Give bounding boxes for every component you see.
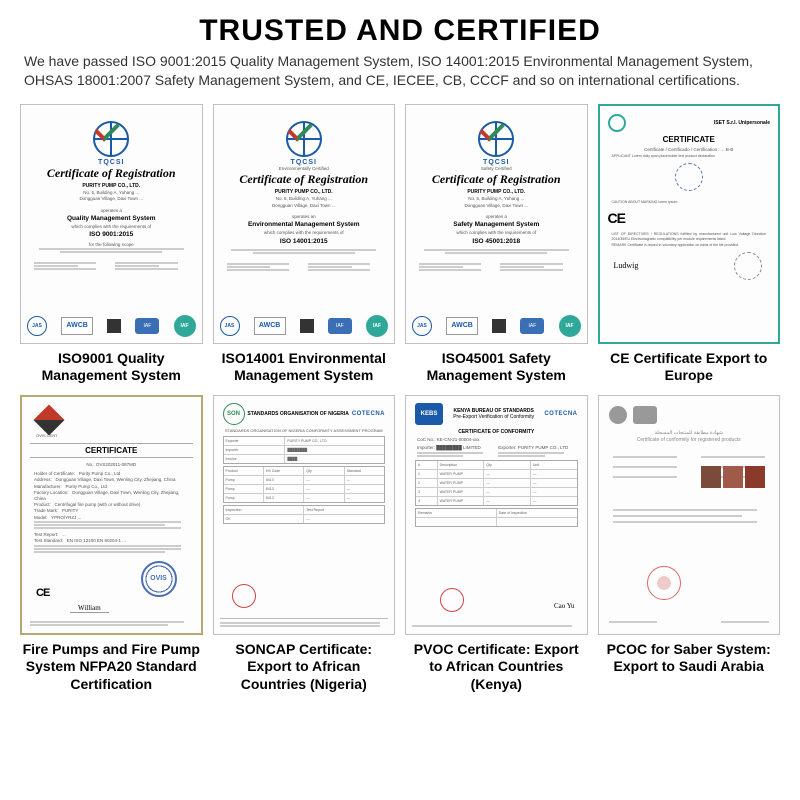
signature: Ludwig [614, 261, 639, 270]
logo-icon [609, 406, 627, 424]
cert-label: ISO45001 Safety Management System [405, 350, 588, 385]
cert-image[interactable]: TQCSI Environmentally Certified Certific… [213, 104, 396, 344]
cert-system: Environmental Management System [219, 221, 390, 229]
iaf-icon: IAF [135, 318, 159, 334]
signature: William [70, 604, 109, 613]
cert-image[interactable]: TQCSI Certificate of Registration PURITY… [20, 104, 203, 344]
cert-iso: ISO 14001:2015 [219, 238, 390, 246]
cotecna-logo: COTECNA [544, 411, 577, 417]
cert-table: RemarksDate of Inspection [415, 508, 578, 527]
cert-heading: CERTIFICATE [30, 443, 193, 458]
jasanz-icon: JAS [27, 316, 47, 336]
jasanz-icon: JAS [220, 316, 240, 336]
red-stamp-icon [232, 584, 256, 608]
iafmla-icon: IAF [366, 315, 388, 337]
product-thumbs [701, 466, 765, 488]
kebs-logo-icon: KEBS [415, 403, 443, 425]
cert-system: Safety Management System [411, 221, 582, 229]
cert-org: KENYA BUREAU OF STANDARDS Pre-Export Ver… [443, 408, 544, 420]
cert-label: PVOC Certificate: Export to African Coun… [405, 641, 588, 694]
ce-mark-icon: CE [36, 587, 49, 599]
cert-label: SONCAP Certificate: Export to African Co… [213, 641, 396, 694]
tqcsi-logo-icon: TQCSI [86, 114, 136, 164]
cert-title: Certificate of Registration [219, 172, 390, 187]
seal-icon [734, 252, 762, 280]
stamp-icon [675, 163, 703, 191]
tqcsi-logo-icon: TQCSI [279, 114, 329, 164]
iset-icon [608, 114, 626, 132]
cotecna-logo: COTECNA [352, 411, 385, 417]
cert-title: Certificate of Registration [411, 172, 582, 187]
cert-image[interactable]: SON STANDARDS ORGANISATION OF NIGERIA CO… [213, 395, 396, 635]
cert-company: PURITY PUMP CO., LTD. [219, 189, 390, 195]
cert-company: PURITY PUMP CO., LTD. [26, 183, 197, 189]
iafmla-icon: IAF [559, 315, 581, 337]
logo-icon [633, 406, 657, 424]
red-stamp-icon [440, 588, 464, 612]
ovis-logo-icon [33, 404, 64, 435]
cert-card-soncap: SON STANDARDS ORGANISATION OF NIGERIA CO… [213, 395, 396, 694]
cert-issuer: ISET S.r.l. Unipersonale [714, 120, 770, 126]
section-heading: TRUSTED AND CERTIFIED [20, 14, 780, 48]
cert-company: PURITY PUMP CO., LTD. [411, 189, 582, 195]
cert-label: Fire Pumps and Fire Pump System NFPA20 S… [20, 641, 203, 694]
cert-card-iso45001: TQCSI Safety Certified Certificate of Re… [405, 104, 588, 385]
iafmla-icon: IAF [174, 315, 196, 337]
cert-image[interactable]: TQCSI Safety Certified Certificate of Re… [405, 104, 588, 344]
cert-image[interactable]: OVIS CERT CERTIFICATE No.: OVS202011-087… [20, 395, 203, 635]
cert-card-pcoc: شهادة مطابقة للمنتجات المسجلة Certificat… [598, 395, 781, 694]
awcb-icon: AWCB [254, 317, 286, 335]
cert-card-iso14001: TQCSI Environmentally Certified Certific… [213, 104, 396, 385]
cert-label: ISO14001 Environmental Management System [213, 350, 396, 385]
cert-image[interactable]: ISET S.r.l. Unipersonale CERTIFICATE Cer… [598, 104, 781, 344]
cert-org: STANDARDS ORGANISATION OF NIGERIA [245, 411, 352, 417]
tqcsi-logo-icon: TQCSI [471, 114, 521, 164]
cert-heading: CERTIFICATE [608, 135, 771, 144]
cert-table: ProductHS CodeQtyStandard Pump8413—— Pum… [223, 466, 386, 503]
cert-card-nfpa20: OVIS CERT CERTIFICATE No.: OVS202011-087… [20, 395, 203, 694]
awcb-icon: AWCB [61, 317, 93, 335]
cert-table: #DescriptionQtyUnit 1WATER PUMP—— 2WATER… [415, 460, 578, 506]
ovis-stamp-icon: OVIS [141, 561, 177, 597]
red-stamp-icon [647, 566, 681, 600]
cert-label: CE Certificate Export to Europe [598, 350, 781, 385]
certificate-grid: TQCSI Certificate of Registration PURITY… [20, 104, 780, 694]
cert-iso: ISO 9001:2015 [26, 231, 197, 239]
iaf-icon: IAF [328, 318, 352, 334]
cert-image[interactable]: شهادة مطابقة للمنتجات المسجلة Certificat… [598, 395, 781, 635]
cert-card-pvoc: KEBS KENYA BUREAU OF STANDARDS Pre-Expor… [405, 395, 588, 694]
ce-mark-icon: CE [608, 210, 771, 226]
cert-label: ISO9001 Quality Management System [20, 350, 203, 385]
cert-heading: CERTIFICATE OF CONFORMITY [411, 429, 582, 435]
jasanz-icon: JAS [412, 316, 432, 336]
cert-system: Quality Management System [26, 215, 197, 223]
son-logo-icon: SON [223, 403, 245, 425]
iaf-icon: IAF [520, 318, 544, 334]
cert-label: PCOC for Saber System: Export to Saudi A… [598, 641, 781, 676]
cert-title: Certificate of Registration [26, 166, 197, 181]
cert-card-iso9001: TQCSI Certificate of Registration PURITY… [20, 104, 203, 385]
ovis-text: OVIS CERT [36, 434, 193, 439]
cert-card-ce: ISET S.r.l. Unipersonale CERTIFICATE Cer… [598, 104, 781, 385]
cert-table: ExporterPURITY PUMP CO., LTD Importer███… [223, 436, 386, 464]
cert-image[interactable]: KEBS KENYA BUREAU OF STANDARDS Pre-Expor… [405, 395, 588, 635]
awcb-icon: AWCB [446, 317, 478, 335]
signature: Cao Yu [554, 602, 575, 610]
section-subheading: We have passed ISO 9001:2015 Quality Man… [24, 52, 776, 90]
cert-table: InspectionTest Report OK— [223, 505, 386, 524]
cert-iso: ISO 45001:2018 [411, 238, 582, 246]
